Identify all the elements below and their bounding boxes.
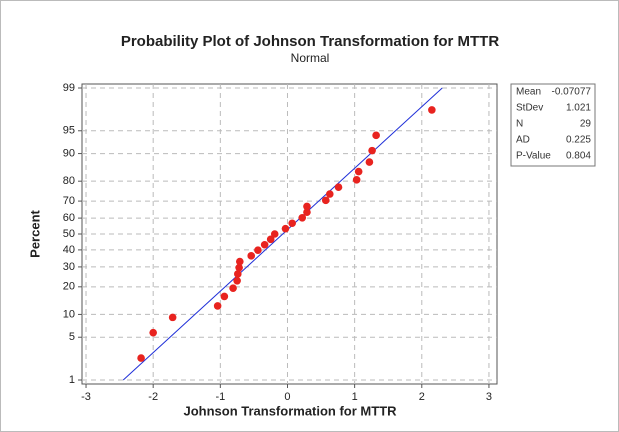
x-tick-label: 3 <box>486 391 492 403</box>
point <box>233 270 242 278</box>
chart-title: Probability Plot of Johnson Transformati… <box>121 33 500 50</box>
point <box>365 158 374 166</box>
point <box>321 196 330 205</box>
point <box>149 328 157 337</box>
y-tick-label: 50 <box>63 228 75 240</box>
y-tick-label: 90 <box>63 147 75 159</box>
x-tick-label: 0 <box>284 391 290 403</box>
point <box>229 284 237 292</box>
point <box>270 230 279 238</box>
stat-value: 29 <box>580 119 592 130</box>
y-tick-label: 80 <box>63 175 75 187</box>
point <box>168 313 177 322</box>
stat-value: 1.021 <box>566 103 591 114</box>
point <box>233 276 241 285</box>
point <box>281 224 290 233</box>
point <box>303 208 311 216</box>
stat-label: StDev <box>516 103 543 114</box>
y-tick-label: 95 <box>63 125 75 137</box>
point <box>354 167 363 176</box>
point <box>288 219 296 228</box>
point <box>260 240 269 249</box>
point <box>266 235 275 244</box>
stat-value: 0.225 <box>566 135 591 146</box>
fit-line <box>122 87 443 381</box>
y-tick-label: 70 <box>63 195 75 207</box>
x-axis-label: Johnson Transformation for MTTR <box>183 403 397 418</box>
y-tick-label: 10 <box>63 308 75 320</box>
y-tick-label: 99 <box>63 82 75 94</box>
point <box>352 176 361 184</box>
x-tick-label: -3 <box>81 391 91 403</box>
point <box>334 183 343 192</box>
y-tick-label: 30 <box>63 261 75 273</box>
y-tick-label: 1 <box>69 374 75 386</box>
point <box>213 302 222 310</box>
point <box>303 202 311 211</box>
point <box>247 252 256 260</box>
y-axis-label: Percent <box>27 209 42 257</box>
stat-label: Mean <box>516 87 541 98</box>
point <box>254 246 262 255</box>
stat-value: 0.804 <box>566 151 591 162</box>
x-tick-label: 2 <box>419 391 425 403</box>
point <box>298 213 307 222</box>
x-tick-label: 1 <box>352 391 358 403</box>
y-tick-label: 60 <box>63 212 75 224</box>
x-tick-label: -1 <box>215 391 225 403</box>
point <box>428 106 436 114</box>
stat-label: AD <box>516 135 530 146</box>
point <box>368 146 376 155</box>
x-tick-label: -2 <box>148 391 158 403</box>
chart-subtitle: Normal <box>291 51 330 65</box>
point <box>220 292 229 301</box>
stats-box <box>510 83 596 167</box>
y-tick-label: 40 <box>63 244 75 256</box>
point <box>325 190 334 198</box>
point <box>235 263 243 272</box>
stat-label: N <box>516 119 523 130</box>
y-tick-label: 5 <box>69 331 75 343</box>
point <box>137 354 145 362</box>
stat-value: -0.07077 <box>552 87 592 98</box>
stat-label: P-Value <box>516 151 551 162</box>
point <box>372 131 380 140</box>
y-tick-label: 20 <box>63 281 75 293</box>
point <box>236 257 244 266</box>
